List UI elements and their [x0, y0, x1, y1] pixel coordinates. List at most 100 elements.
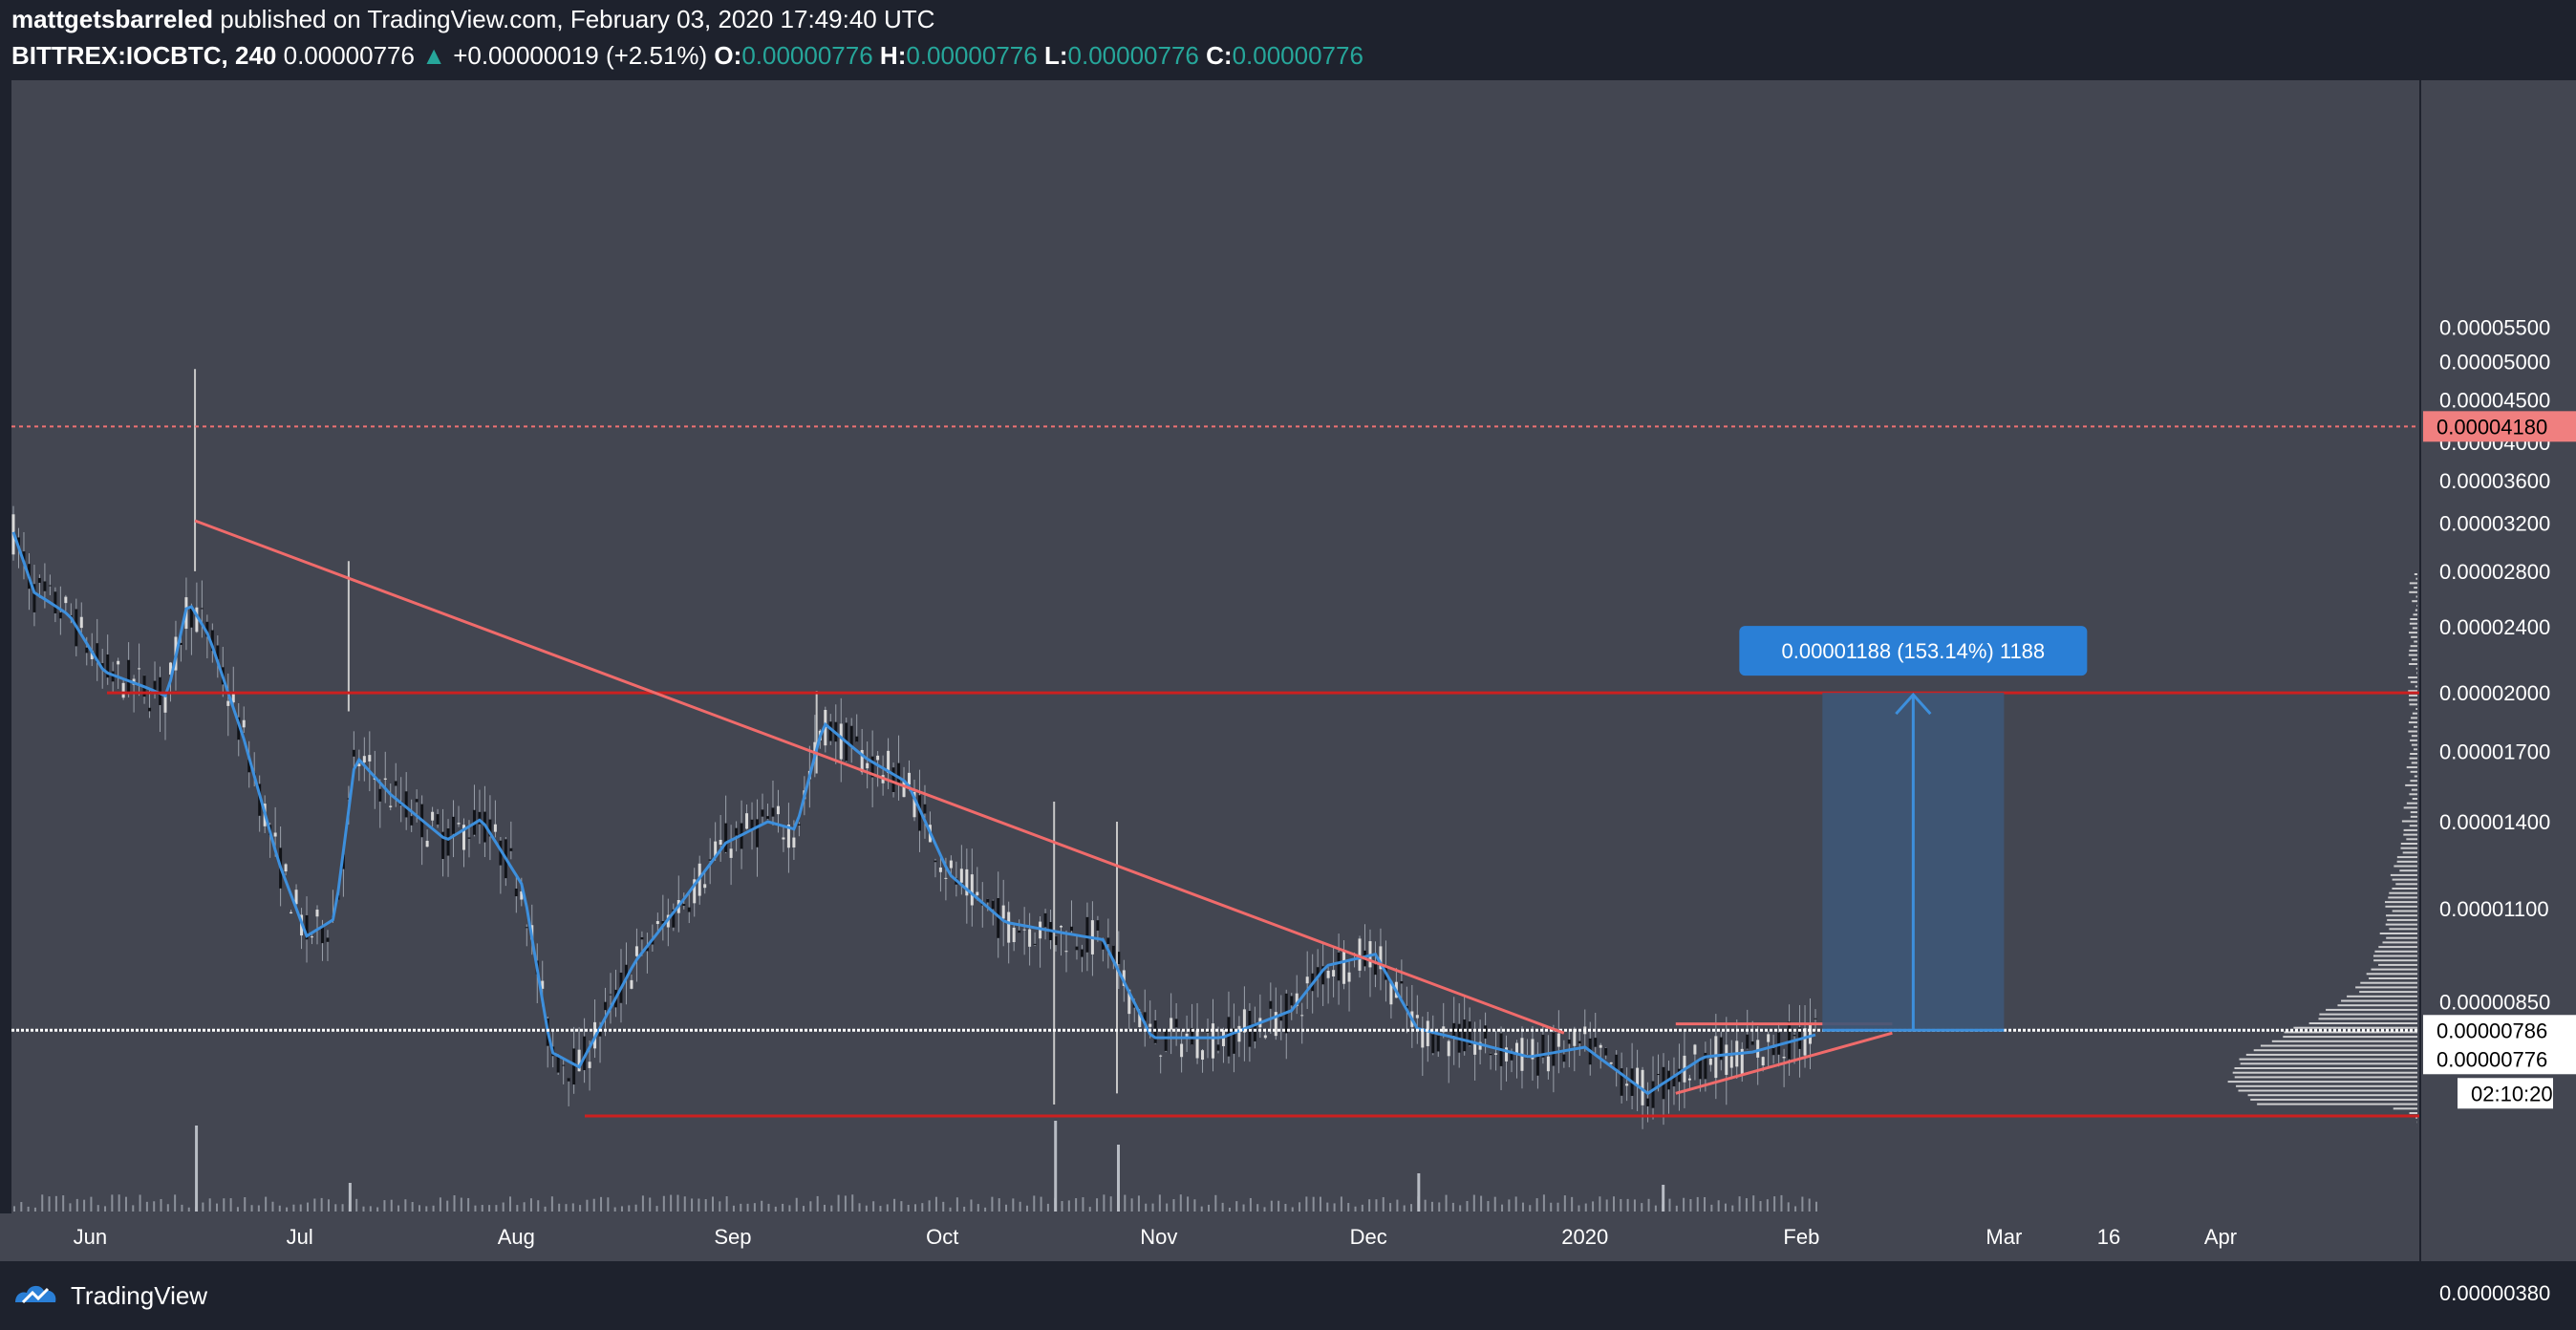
drawing-layer: 0.00001188 (153.14%) 1188	[11, 425, 2419, 1118]
profile-bar	[2410, 739, 2417, 741]
candle-body	[284, 864, 288, 872]
volume-bar	[579, 1205, 582, 1212]
volume-bar	[299, 1204, 302, 1212]
volume-bar	[48, 1196, 51, 1212]
volume-bar	[571, 1203, 574, 1212]
candle-body	[320, 926, 324, 944]
volume-bar	[1724, 1203, 1727, 1212]
candle-body	[237, 717, 241, 740]
volume-bar	[1263, 1207, 1266, 1212]
volume-bar	[1319, 1196, 1321, 1212]
profile-bar	[2392, 910, 2417, 912]
profile-bar	[2389, 928, 2417, 931]
volume-bar	[928, 1200, 931, 1212]
volume-bar	[145, 1201, 148, 1212]
profile-bar	[2236, 1084, 2417, 1087]
volume-bar	[670, 1194, 673, 1212]
x-tick-label: Apr	[2204, 1225, 2237, 1249]
volume-profile	[2227, 573, 2417, 1132]
profile-bar	[2389, 891, 2417, 894]
candle-body	[1567, 1040, 1571, 1044]
volume-bar	[250, 1205, 253, 1212]
candle-body	[446, 828, 450, 856]
candle-body	[567, 1078, 570, 1082]
candle-body	[1468, 1021, 1471, 1046]
volume-bar	[460, 1197, 462, 1212]
profile-bar	[2410, 770, 2417, 773]
profile-bar	[2250, 1098, 2417, 1101]
volume-bar	[732, 1205, 735, 1212]
profile-bar	[2240, 1062, 2417, 1065]
volume-bar	[900, 1201, 903, 1212]
volume-bar	[1214, 1194, 1217, 1212]
candle-body	[85, 647, 89, 654]
tradingview-brand[interactable]: TradingView	[71, 1280, 208, 1310]
volume-bar	[955, 1197, 958, 1212]
candle-body	[1693, 1044, 1697, 1055]
candle-body	[148, 707, 152, 712]
volume-bar	[27, 1206, 30, 1212]
tradingview-logo-icon[interactable]	[11, 1281, 61, 1310]
up-arrow-icon: ▲	[421, 41, 446, 70]
candle-body	[870, 756, 874, 778]
candle-body	[1552, 1032, 1556, 1066]
y-tick-label: 0.00002800	[2439, 560, 2550, 584]
volume-bar	[509, 1196, 512, 1212]
profile-bar	[2374, 950, 2417, 953]
candle-body	[168, 662, 172, 676]
candle-body	[866, 762, 869, 769]
profile-bar	[2283, 1036, 2417, 1039]
volume-bar	[69, 1203, 72, 1212]
candle-body	[1085, 916, 1089, 953]
publish-info: mattgetsbarreled published on TradingVie…	[11, 4, 1363, 40]
x-tick-label: 16	[2097, 1225, 2120, 1249]
volume-bar	[1493, 1196, 1496, 1212]
candle-body	[1725, 1044, 1728, 1075]
candle-body	[121, 682, 125, 698]
volume-bar	[1249, 1197, 1252, 1212]
profile-bar	[2412, 798, 2417, 800]
volume-bar	[481, 1205, 483, 1212]
candle-body	[1096, 920, 1100, 931]
candle-body	[917, 795, 921, 831]
volume-bar	[544, 1206, 547, 1212]
volume-bar	[1340, 1196, 1342, 1212]
candle-body	[1677, 1068, 1681, 1083]
candle-body	[311, 936, 314, 938]
volume-bar	[1221, 1202, 1224, 1212]
volume-bar	[844, 1195, 847, 1212]
volume-bar	[1647, 1198, 1650, 1212]
volume-bar	[1193, 1199, 1196, 1212]
candle-body	[1708, 1058, 1712, 1065]
volume-bar	[83, 1199, 86, 1212]
volume-bar	[202, 1202, 204, 1212]
candle-body	[467, 837, 471, 839]
profile-bar	[2408, 730, 2417, 733]
volume-bar	[502, 1202, 504, 1212]
moving-average-line	[11, 531, 1816, 1096]
volume-bar	[1333, 1203, 1336, 1212]
candle-body	[1069, 926, 1073, 932]
volume-bar	[1312, 1196, 1315, 1212]
volume-bar	[195, 1126, 199, 1212]
candle-body	[1043, 912, 1047, 928]
candle-body	[1442, 1026, 1446, 1033]
profile-bar	[2355, 986, 2417, 989]
candle-body	[1379, 946, 1383, 970]
chart-header: mattgetsbarreled published on TradingVie…	[11, 4, 1363, 71]
author-name[interactable]: mattgetsbarreled	[11, 5, 213, 33]
y-tick-label: 0.00005500	[2439, 316, 2550, 340]
candle-body	[488, 819, 492, 837]
candle-body	[1436, 1035, 1440, 1052]
x-axis: Jun Jul Aug Sep Oct Nov Dec 2020 Feb Mar 16 Apr	[0, 1213, 2419, 1261]
volume-bar	[858, 1203, 861, 1212]
volume-bar	[977, 1204, 979, 1212]
profile-bar	[2413, 613, 2417, 616]
volume-bar	[1654, 1205, 1657, 1212]
candle-body	[1106, 937, 1110, 945]
volume-bar	[62, 1195, 65, 1212]
price-labels: 0.00004180 0.00000786 0.00000776 02:10:20	[2423, 411, 2576, 1109]
candle-body	[860, 749, 864, 773]
profile-bar	[2382, 941, 2417, 944]
